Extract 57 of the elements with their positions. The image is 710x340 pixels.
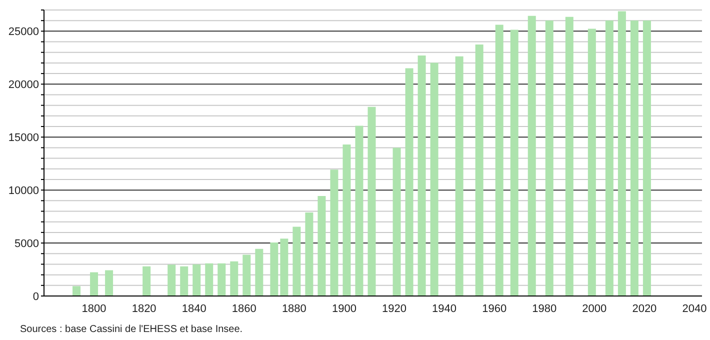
bar bbox=[565, 16, 574, 296]
bar bbox=[405, 68, 414, 296]
bar bbox=[242, 254, 251, 296]
bar bbox=[605, 20, 614, 296]
bar bbox=[630, 20, 638, 296]
bar bbox=[355, 126, 364, 296]
bar bbox=[230, 261, 238, 296]
bar bbox=[528, 16, 536, 296]
bar bbox=[368, 106, 376, 296]
x-tick-label: 1840 bbox=[182, 302, 206, 315]
bar bbox=[318, 196, 326, 296]
bar bbox=[142, 266, 151, 296]
x-tick-label: 1960 bbox=[482, 302, 507, 315]
bar bbox=[418, 55, 426, 296]
bar bbox=[192, 264, 201, 296]
y-tick-label: 25000 bbox=[8, 26, 39, 38]
bar bbox=[510, 30, 518, 296]
x-tick-label: 1920 bbox=[382, 302, 407, 315]
bar bbox=[255, 248, 264, 296]
x-tick-label: 2040 bbox=[682, 302, 707, 315]
y-tick-label: 5000 bbox=[14, 238, 39, 250]
bar bbox=[342, 144, 351, 296]
x-tick-label: 1940 bbox=[432, 302, 457, 315]
y-tick-label: 20000 bbox=[8, 79, 39, 92]
bar bbox=[305, 212, 314, 296]
bar bbox=[475, 44, 484, 296]
x-tick-label: 1820 bbox=[132, 302, 156, 315]
bar bbox=[455, 56, 464, 296]
bar bbox=[330, 170, 338, 296]
bar bbox=[495, 24, 504, 296]
bar bbox=[180, 266, 188, 296]
bar bbox=[72, 286, 81, 296]
bar bbox=[280, 238, 288, 296]
bar bbox=[270, 242, 278, 296]
bar bbox=[588, 28, 596, 296]
bar bbox=[392, 148, 401, 296]
bar bbox=[105, 270, 114, 296]
bar bbox=[618, 11, 626, 296]
bar bbox=[430, 62, 438, 296]
x-tick-label: 2020 bbox=[632, 302, 657, 315]
bar bbox=[642, 20, 651, 296]
bar bbox=[168, 264, 176, 296]
x-tick-label: 2000 bbox=[582, 302, 607, 315]
bar bbox=[545, 20, 554, 296]
bar bbox=[292, 226, 301, 296]
y-tick-label: 15000 bbox=[8, 132, 39, 144]
x-tick-label: 1800 bbox=[82, 302, 106, 315]
bar bbox=[90, 272, 98, 296]
y-tick-label: 0 bbox=[32, 290, 39, 303]
bar bbox=[218, 263, 226, 296]
x-tick-label: 1900 bbox=[332, 302, 356, 315]
source-note: Sources : base Cassini de l'EHESS et base Insee. bbox=[20, 324, 244, 335]
x-tick-label: 1980 bbox=[532, 302, 557, 315]
x-tick-label: 1860 bbox=[232, 302, 256, 315]
x-tick-label: 1880 bbox=[282, 302, 306, 315]
y-tick-label: 10000 bbox=[8, 184, 39, 197]
bar bbox=[205, 263, 214, 296]
